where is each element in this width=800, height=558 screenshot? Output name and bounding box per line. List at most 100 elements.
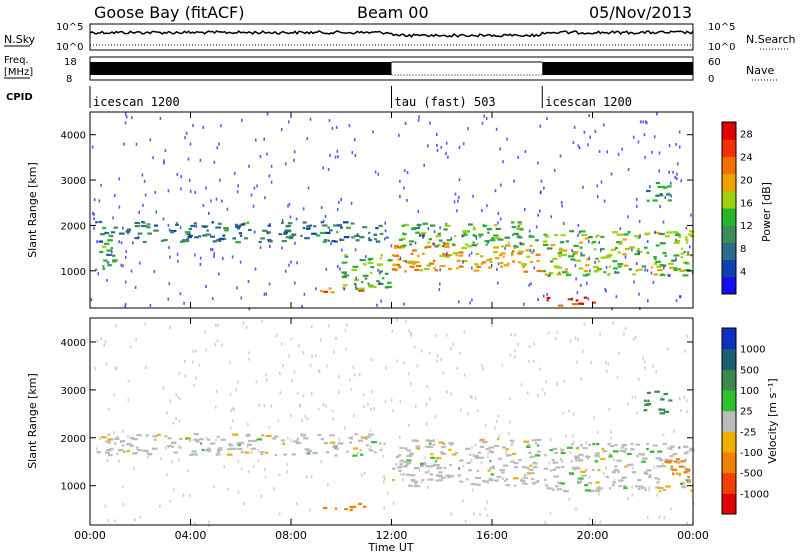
heatmap-cell: [426, 245, 432, 248]
heatmap-cell: [224, 229, 229, 232]
heatmap-cell: [178, 419, 181, 423]
heatmap-cell: [616, 233, 623, 236]
heatmap-cell: [402, 478, 404, 482]
heatmap-cell: [546, 487, 553, 490]
heatmap-cell: [234, 223, 238, 226]
heatmap-cell: [338, 200, 340, 204]
heatmap-cell: [237, 443, 241, 447]
heatmap-cell: [108, 454, 113, 457]
heatmap-cell: [231, 255, 234, 259]
heatmap-cell: [588, 475, 591, 479]
heatmap-cell: [377, 282, 384, 285]
heatmap-cell: [406, 454, 413, 457]
heatmap-cell: [521, 482, 527, 485]
heatmap-cell: [505, 451, 507, 455]
heatmap-cell: [383, 480, 385, 484]
heatmap-cell: [216, 146, 219, 150]
heatmap-cell: [612, 321, 614, 325]
heatmap-cell: [170, 229, 177, 233]
heatmap-cell: [685, 226, 688, 230]
heatmap-cell: [299, 404, 301, 408]
heatmap-cell: [583, 130, 586, 134]
heatmap-cell: [637, 479, 642, 482]
heatmap-cell: [502, 446, 507, 449]
heatmap-cell: [472, 228, 476, 231]
heatmap-cell: [654, 230, 656, 234]
heatmap-cell: [244, 451, 250, 454]
heatmap-cell: [511, 452, 516, 456]
heatmap-cell: [284, 269, 287, 273]
heatmap-cell: [288, 237, 293, 240]
heatmap-cell: [240, 451, 244, 454]
heatmap-cell: [307, 452, 311, 455]
heatmap-cell: [667, 199, 673, 202]
heatmap-cell: [644, 120, 647, 124]
heatmap-cell: [439, 254, 444, 258]
heatmap-cell: [523, 465, 525, 469]
heatmap-cell: [138, 210, 140, 214]
heatmap-cell: [173, 451, 178, 454]
heatmap-cell: [432, 259, 436, 262]
heatmap-cell: [351, 151, 354, 155]
heatmap-cell: [179, 240, 185, 243]
heatmap-cell: [323, 290, 329, 293]
heatmap-cell: [482, 261, 486, 264]
heatmap-cell: [635, 443, 641, 446]
heatmap-cell: [163, 239, 168, 242]
heatmap-cell: [488, 446, 491, 449]
heatmap-cell: [184, 136, 186, 140]
heatmap-cell: [350, 388, 353, 392]
heatmap-cell: [589, 490, 593, 493]
heatmap-cell: [342, 287, 345, 290]
heatmap-cell: [606, 150, 608, 154]
heatmap-cell: [281, 221, 284, 224]
heatmap-cell: [511, 252, 514, 255]
heatmap-cell: [472, 241, 475, 244]
heatmap-cell: [230, 426, 232, 430]
heatmap-cell: [618, 351, 620, 355]
heatmap-cell: [227, 488, 229, 492]
heatmap-cell: [447, 155, 449, 159]
heatmap-cell: [607, 253, 613, 257]
heatmap-cell: [118, 240, 120, 244]
heatmap-cell: [399, 435, 401, 439]
heatmap-cell: [146, 226, 151, 229]
heatmap-cell: [635, 204, 638, 208]
heatmap-cell: [662, 488, 667, 491]
heatmap-cell: [146, 223, 151, 226]
heatmap-cell: [369, 449, 374, 452]
heatmap-cell: [577, 480, 582, 483]
heatmap-cell: [562, 411, 565, 415]
heatmap-cell: [658, 169, 660, 173]
heatmap-cell: [198, 363, 201, 367]
heatmap-cell: [600, 256, 605, 259]
heatmap-cell: [666, 461, 672, 464]
heatmap-cell: [372, 130, 374, 134]
heatmap-cell: [169, 255, 171, 259]
heatmap-cell: [668, 398, 670, 402]
heatmap-cell: [518, 459, 522, 462]
heatmap-cell: [157, 433, 161, 436]
heatmap-cell: [247, 423, 249, 426]
heatmap-cell: [550, 215, 553, 219]
heatmap-cell: [659, 412, 665, 415]
heatmap-cell: [113, 393, 115, 397]
heatmap-cell: [350, 222, 355, 225]
heatmap-cell: [447, 267, 453, 271]
heatmap-cell: [688, 233, 693, 236]
heatmap-cell: [107, 239, 113, 242]
heatmap-cell: [232, 433, 238, 436]
heatmap-cell: [320, 460, 322, 464]
heatmap-cell: [598, 492, 600, 496]
heatmap-cell: [353, 138, 356, 142]
heatmap-cell: [585, 264, 590, 267]
heatmap-cell: [579, 230, 586, 233]
heatmap-cell: [552, 257, 558, 260]
heatmap-cell: [499, 475, 502, 478]
heatmap-cell: [112, 259, 118, 262]
heatmap-cell: [652, 444, 658, 447]
heatmap-cell: [688, 230, 695, 233]
heatmap-cell: [152, 156, 154, 160]
heatmap-cell: [350, 201, 353, 205]
heatmap-cell: [223, 227, 229, 230]
